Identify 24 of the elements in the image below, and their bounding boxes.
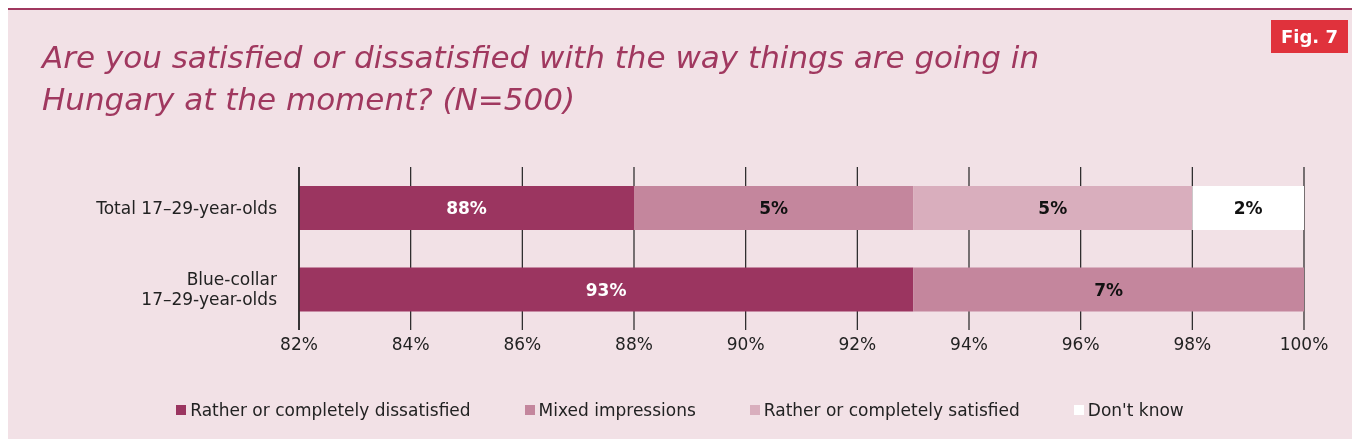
- data-label: 7%: [1094, 279, 1124, 300]
- x-tick-label: 98%: [1173, 334, 1212, 355]
- x-tick-label: 82%: [280, 334, 318, 355]
- y-tick-label: Total 17–29-year-olds: [95, 197, 278, 218]
- x-tick-label: 100%: [1279, 334, 1329, 355]
- x-tick-label: 90%: [726, 334, 765, 355]
- data-label: 5%: [759, 198, 789, 218]
- data-label: 2%: [1233, 198, 1263, 218]
- data-label: 93%: [585, 279, 627, 300]
- caption: Fig. 7: [1271, 20, 1348, 53]
- x-tick-label: 86%: [503, 334, 542, 355]
- chart-title: Are you satisfied or dissatisfied with the way things are going in Hungary at the moment? (N=500): [42, 38, 1041, 119]
- legend-label: Mixed impressions: [537, 400, 696, 420]
- x-tick-label: 92%: [838, 334, 877, 355]
- x-tick-label: 88%: [615, 334, 653, 355]
- x-tick-label: 84%: [391, 334, 430, 355]
- x-tick-label: 96%: [1061, 334, 1100, 355]
- legend-label: Rather or completely dissatisfied: [189, 400, 471, 420]
- x-tick-label: 94%: [950, 334, 988, 355]
- legend-label: Don't know: [1086, 400, 1184, 420]
- data-label: 88%: [446, 198, 487, 218]
- y-tick-label: Blue-collar 17–29-year-olds: [141, 269, 278, 310]
- data-label: 5%: [1038, 198, 1068, 218]
- legend-label: Rather or completely satisfied: [762, 400, 1020, 420]
